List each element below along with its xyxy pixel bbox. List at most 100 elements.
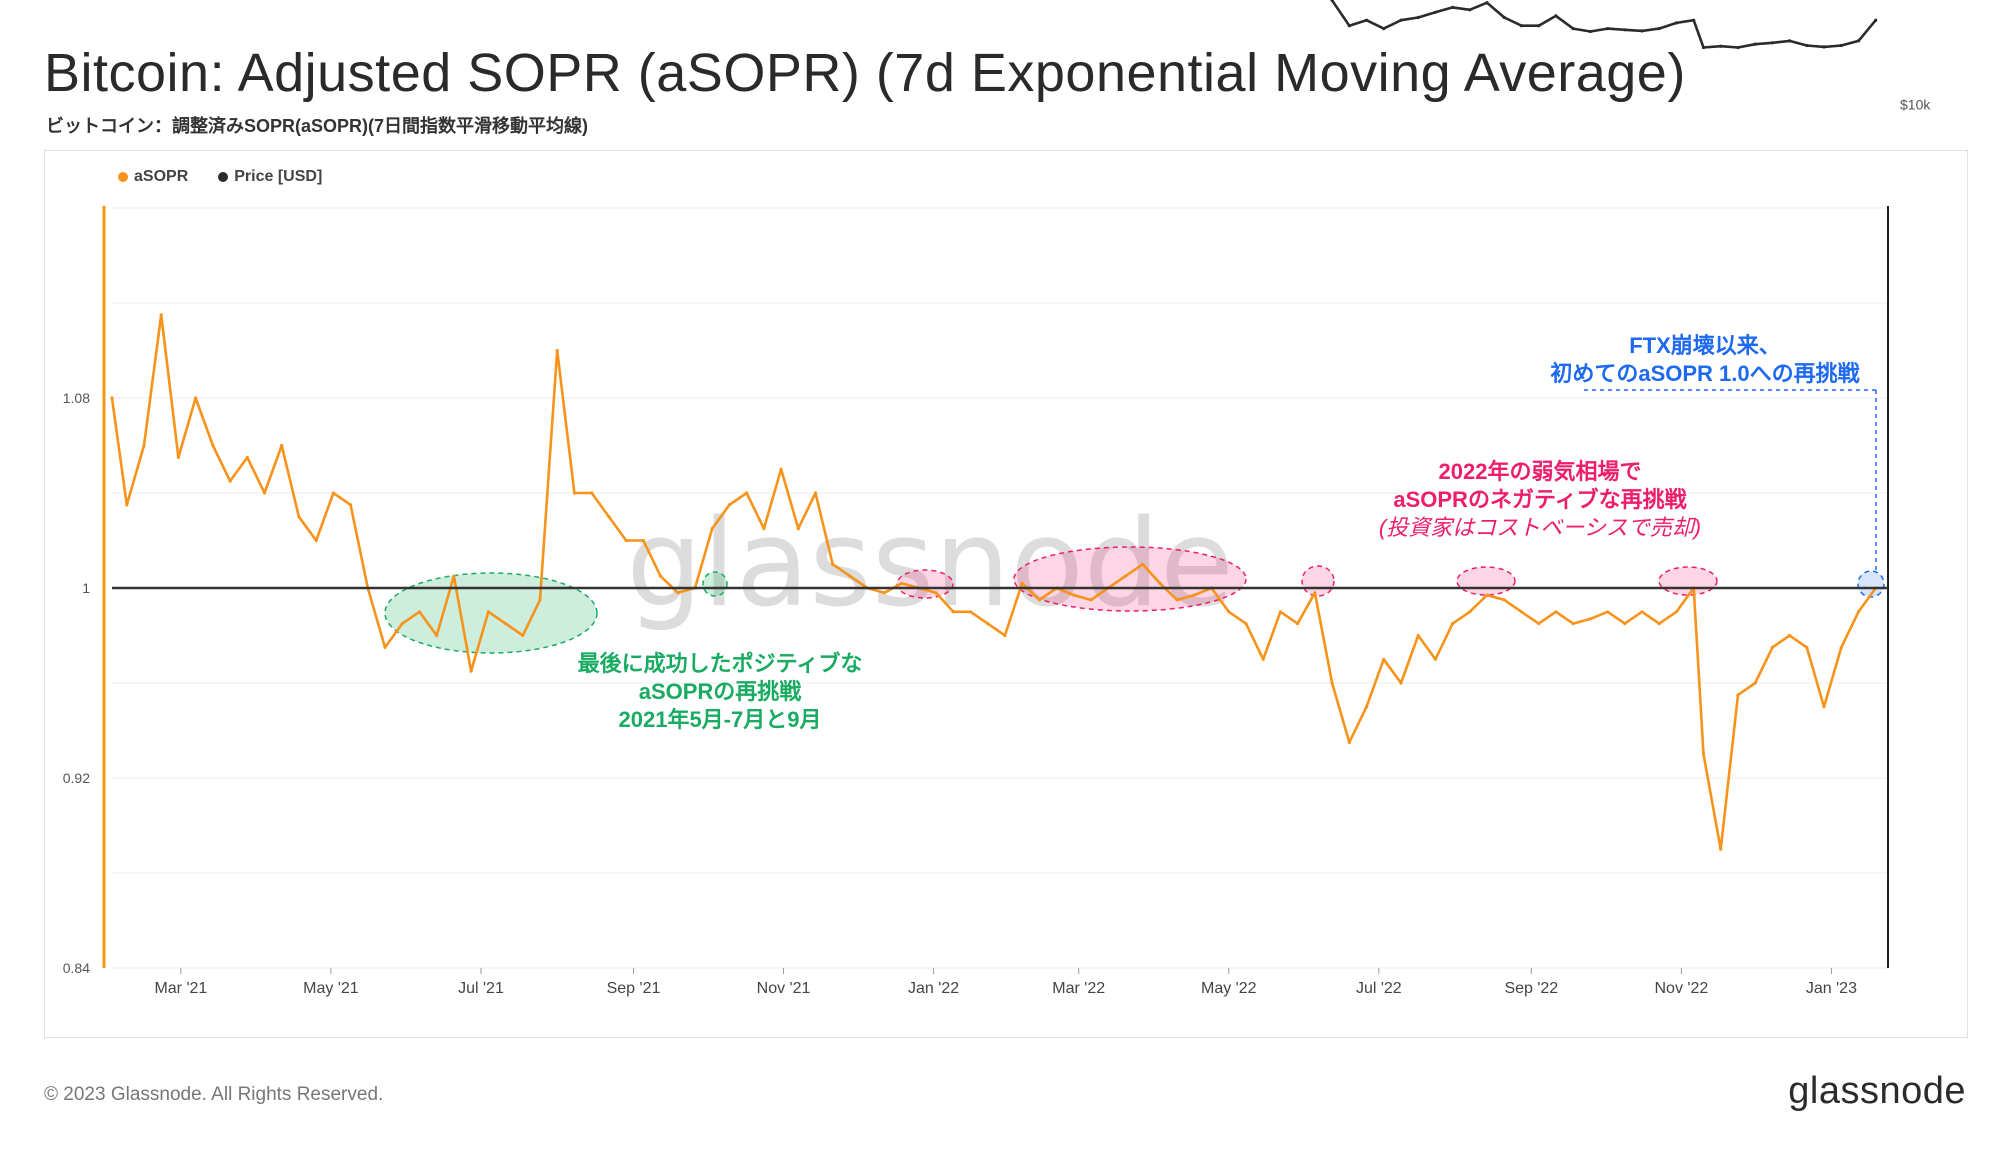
asopr-point: [1382, 657, 1386, 661]
left-tick-label: 1.08: [63, 390, 90, 406]
asopr-point: [331, 491, 335, 495]
x-tick-label: May '21: [303, 980, 359, 997]
asopr-point: [486, 610, 490, 614]
legend-item-price[interactable]: Price [USD]: [218, 168, 322, 186]
asopr-point: [1347, 740, 1351, 745]
x-tick-label: Nov '21: [757, 980, 811, 997]
annotation-pink-line-1: 2022年の弱気相場で: [1438, 459, 1642, 484]
asopr-point: [211, 443, 215, 448]
price-point: [1554, 14, 1558, 18]
asopr-point: [1123, 574, 1128, 578]
price-point: [1364, 18, 1369, 22]
asopr-point: [245, 455, 249, 459]
price-series: [1330, 0, 1878, 50]
asopr-point: [176, 455, 180, 459]
price-point: [1416, 15, 1420, 20]
asopr-point: [1261, 657, 1265, 661]
asopr-point: [383, 645, 387, 650]
highlight-blue-jan2023: [1857, 570, 1885, 598]
price-point: [1588, 29, 1592, 34]
asopr-point: [1416, 633, 1420, 638]
price-point: [1753, 42, 1757, 46]
brand-logo[interactable]: glassnode: [1788, 1070, 1966, 1112]
asopr-point: [125, 503, 129, 507]
asopr-point: [813, 491, 818, 495]
asopr-point: [1770, 645, 1774, 650]
asopr-point: [349, 503, 353, 507]
x-tick-label: Sep '22: [1504, 980, 1558, 997]
asopr-point: [641, 538, 645, 543]
price-point: [1839, 43, 1843, 48]
asopr-point: [417, 610, 422, 614]
highlight-green-sep2021: [702, 571, 728, 597]
asopr-point: [1640, 610, 1644, 614]
asopr-point: [727, 503, 732, 507]
asopr-point: [658, 574, 663, 578]
asopr-point: [572, 491, 577, 495]
asopr-point: [934, 591, 938, 595]
annotation-green: 最後に成功したポジティブな aSOPRの再挑戦 2021年5月-7月と9月: [520, 650, 920, 734]
asopr-point: [607, 515, 611, 519]
annotation-pink: 2022年の弱気相場で aSOPRのネガティブな再挑戦 (投資家はコストベーシス…: [1340, 458, 1740, 542]
highlight-pink-dec2021: [896, 569, 954, 599]
annotation-blue-line-1: FTX崩壊以来、: [1629, 333, 1781, 358]
asopr-point: [1719, 847, 1723, 851]
asopr-point: [1313, 591, 1317, 595]
asopr-point: [1003, 633, 1007, 638]
copyright: © 2023 Glassnode. All Rights Reserved.: [44, 1084, 384, 1105]
price-point: [1692, 18, 1696, 22]
right-tick-label: $10k: [1900, 96, 1931, 112]
price-point: [1874, 18, 1878, 22]
asopr-point: [435, 633, 439, 638]
asopr-point: [1805, 645, 1809, 650]
price-point: [1623, 28, 1627, 32]
price-point: [1382, 27, 1386, 31]
highlight-pink-jun2022: [1301, 565, 1335, 597]
asopr-point: [452, 574, 456, 578]
grid-lines: [112, 207, 1888, 969]
asopr-point: [1502, 598, 1506, 602]
price-point: [1822, 45, 1826, 49]
chart-frame: [44, 150, 1968, 1038]
asopr-point: [1519, 610, 1524, 614]
asopr-point: [1072, 593, 1076, 597]
asopr-point: [1606, 610, 1610, 614]
asopr-line: [110, 313, 1877, 851]
legend-label-price: Price [USD]: [234, 168, 323, 185]
price-point: [1606, 27, 1610, 31]
price-point: [1330, 0, 1334, 2]
asopr-point: [400, 622, 404, 626]
asopr-point: [1839, 645, 1843, 650]
price-point: [1856, 39, 1861, 43]
price-point: [1502, 15, 1506, 20]
chart-title: Bitcoin: Adjusted SOPR (aSOPR) (7d Expon…: [44, 43, 1686, 103]
price-point: [1701, 45, 1706, 50]
legend-item-asopr[interactable]: aSOPR: [118, 168, 188, 186]
asopr-point: [1822, 705, 1826, 709]
asopr-point: [1468, 610, 1472, 614]
price-point: [1519, 24, 1524, 28]
asopr-point: [262, 491, 267, 495]
price-point: [1571, 27, 1575, 31]
x-tick-label: Mar '22: [1052, 980, 1105, 997]
annotation-blue: FTX崩壊以来、 初めてのaSOPR 1.0への再挑戦: [1520, 332, 1890, 388]
price-point: [1640, 29, 1644, 33]
asopr-point: [1296, 622, 1300, 626]
asopr-point: [1623, 622, 1627, 626]
left-tick-label: 0.92: [63, 770, 90, 786]
asopr-series: [110, 313, 1878, 851]
asopr-point: [762, 527, 766, 531]
annotation-pink-line-3: (投資家はコストベーシスで売却): [1378, 515, 1702, 540]
price-point: [1537, 24, 1541, 28]
asopr-point: [142, 443, 146, 448]
asopr-point: [297, 515, 301, 519]
asopr-point: [314, 538, 318, 543]
asopr-point: [1020, 581, 1024, 585]
price-point: [1719, 44, 1723, 48]
asopr-point: [1227, 610, 1231, 614]
asopr-point: [831, 562, 835, 566]
asopr-point: [469, 669, 473, 673]
annotation-blue-line-2: 初めてのaSOPR 1.0への再挑戦: [1550, 361, 1860, 386]
x-tick-label: Jul '22: [1356, 980, 1402, 997]
